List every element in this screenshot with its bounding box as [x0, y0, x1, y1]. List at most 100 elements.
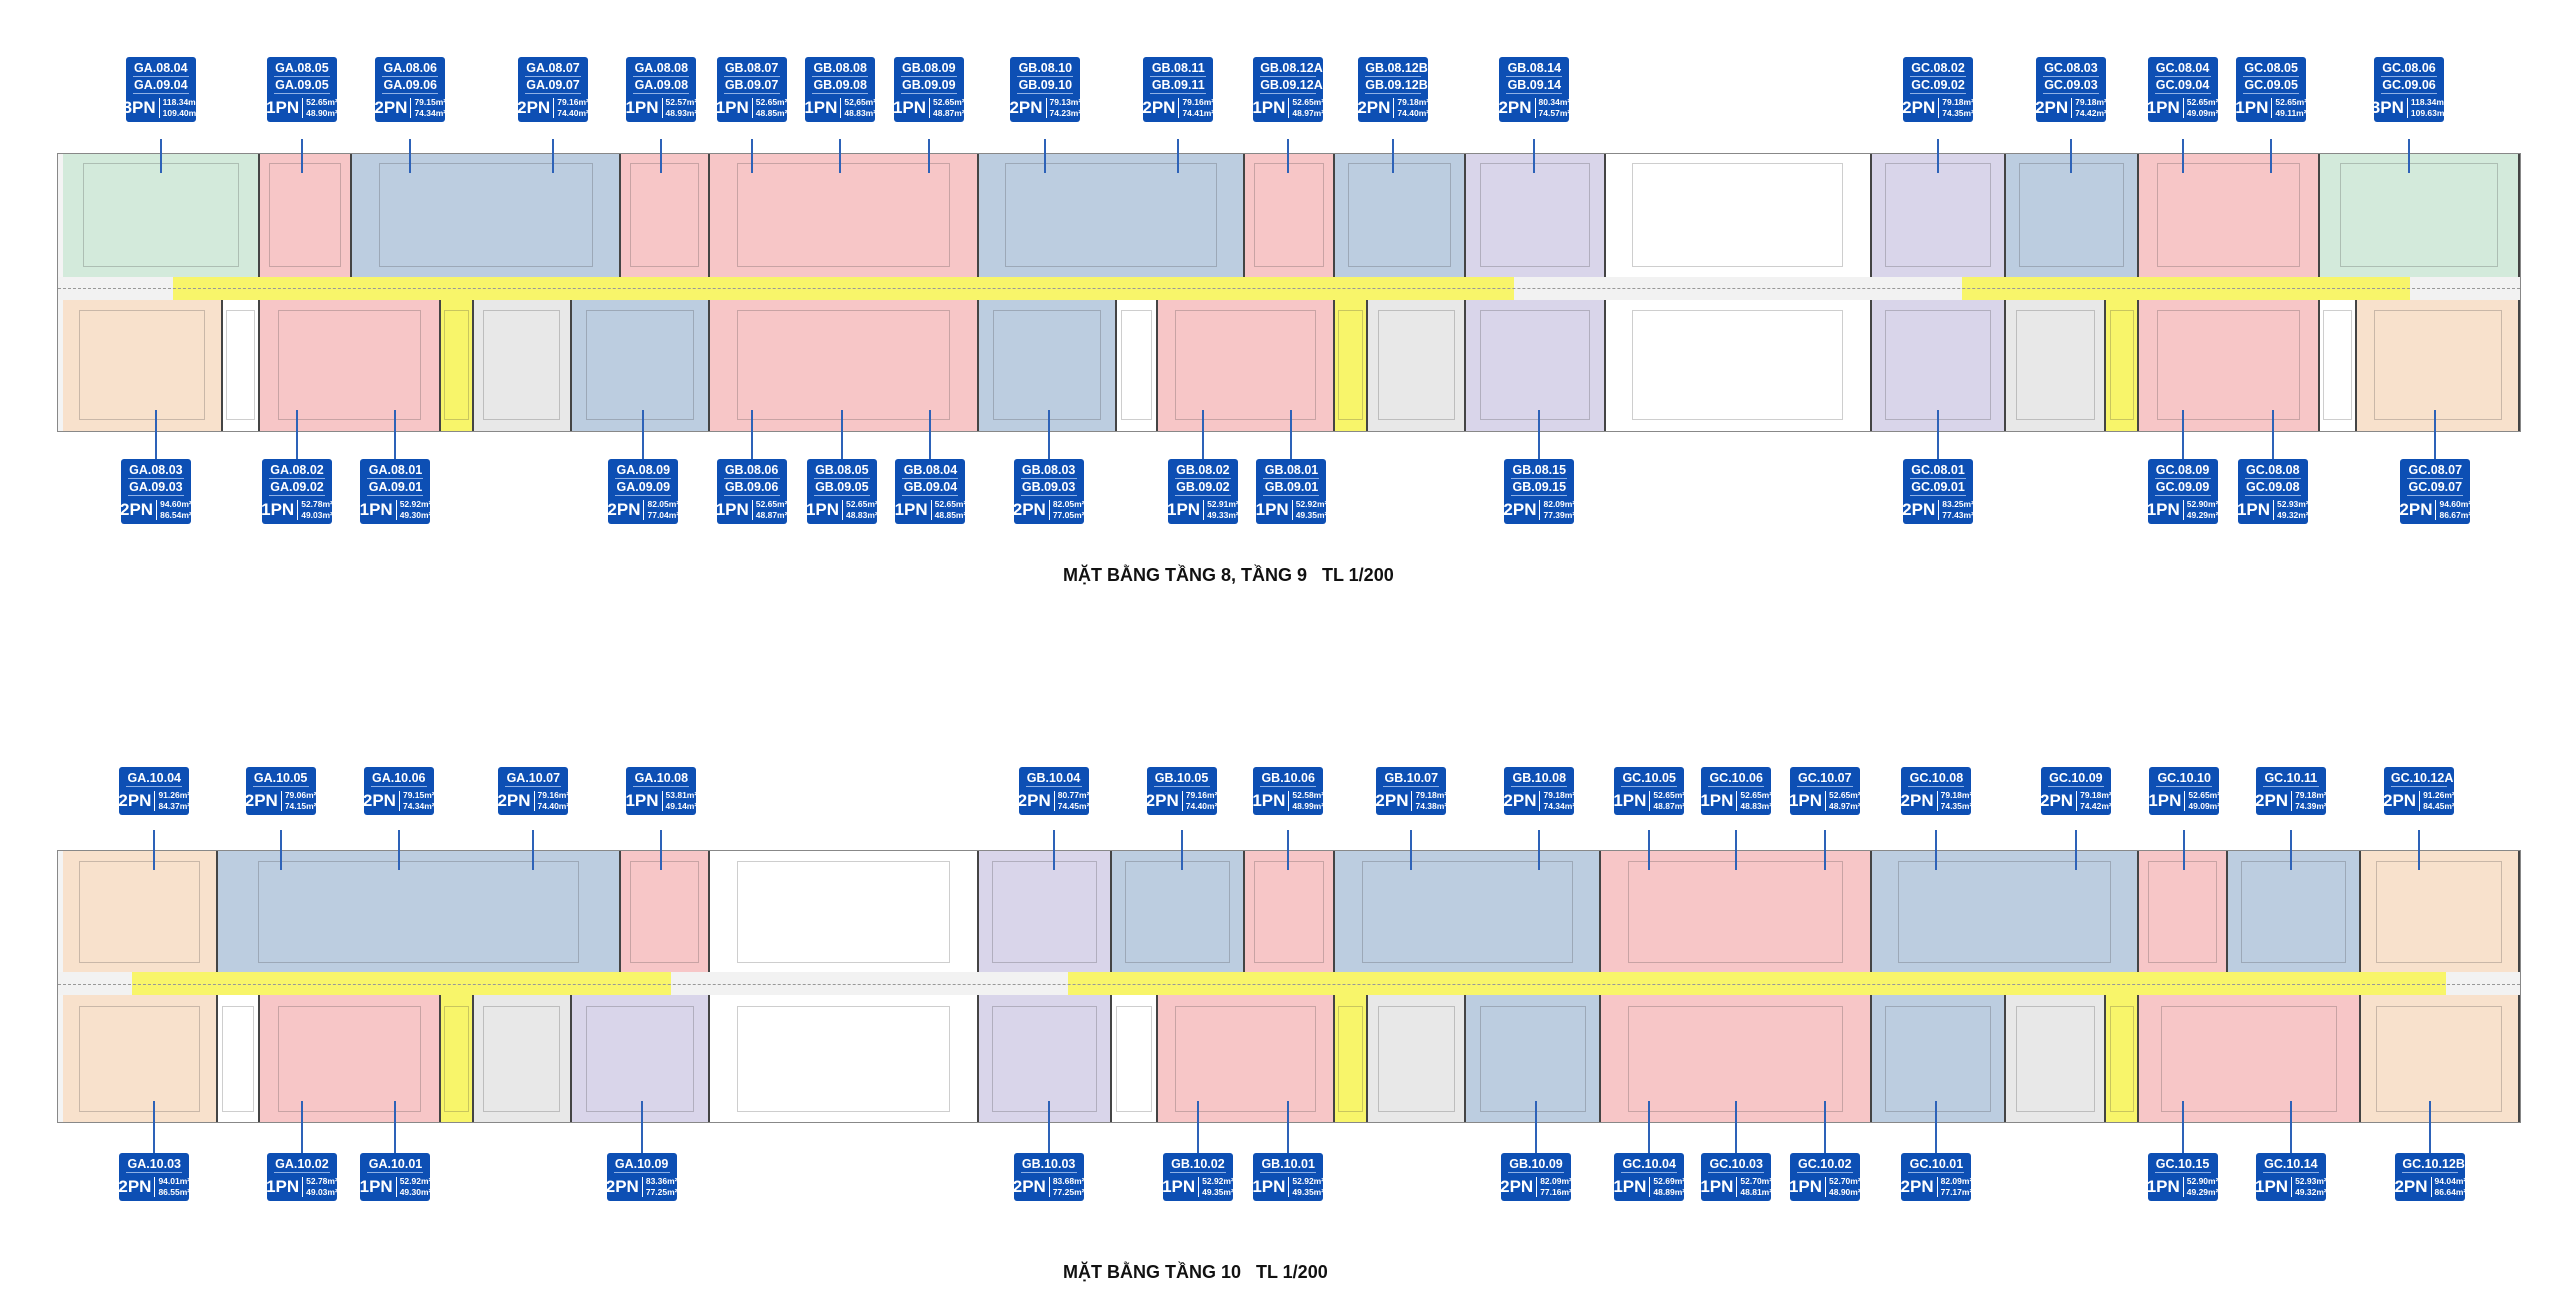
unit-label[interactable]: GA.10.05 2PN 79.06m² 74.15m² — [245, 767, 316, 815]
unit-label[interactable]: GA.08.07 GA.09.07 2PN 79.16m² 74.40m² — [517, 57, 589, 122]
unit-label[interactable]: GC.10.04 1PN 52.69m² 48.89m² — [1613, 1153, 1686, 1201]
unit-label[interactable]: GB.08.12A GB.09.12A 1PN 52.65m² 48.97m² — [1252, 57, 1325, 122]
unit-label[interactable]: GC.08.02 GC.09.02 2PN 79.18m² 74.35m² — [1902, 57, 1974, 122]
bedroom-type: 1PN — [1167, 500, 1205, 520]
corridor — [1067, 972, 2447, 996]
unit-label[interactable]: GC.10.11 2PN 79.18m² 74.39m² — [2255, 767, 2327, 815]
unit-label[interactable]: GB.10.07 2PN 79.18m² 74.38m² — [1375, 767, 1447, 815]
unit-label[interactable]: GB.08.06 GB.09.06 1PN 52.65m² 48.87m² — [716, 459, 787, 524]
net-area: 49.32m² — [2277, 510, 2309, 520]
unit-label[interactable]: GB.08.10 GB.09.10 2PN 79.13m² 74.23m² — [1009, 57, 1081, 122]
unit-label[interactable]: GB.08.11 GB.09.11 2PN 79.16m² 74.41m² — [1142, 57, 1214, 122]
unit-label[interactable]: GA.08.09 GA.09.09 2PN 82.05m² 77.04m² — [607, 459, 679, 524]
unit-label[interactable]: GB.08.02 GB.09.02 1PN 52.91m² 49.33m² — [1167, 459, 1239, 524]
unit-label[interactable]: GC.08.09 GC.09.09 1PN 52.90m² 49.29m² — [2147, 459, 2218, 524]
unit-label[interactable]: GA.08.02 GA.09.02 1PN 52.78m² 49.03m² — [261, 459, 333, 524]
unit-label[interactable]: GC.08.01 GC.09.01 2PN 83.25m² 77.43m² — [1902, 459, 1974, 524]
bedroom-type: 1PN — [2237, 500, 2275, 520]
unit-info: 2PN 79.18m² 74.40m² — [1357, 97, 1429, 119]
unit-label[interactable]: GC.08.03 GC.09.03 2PN 79.18m² 74.42m² — [2035, 57, 2107, 122]
floor-title: MẶT BẰNG TẦNG 8, TẦNG 9 TL 1/200 — [1063, 565, 1394, 585]
unit-code: GB.08.14 — [1506, 61, 1563, 77]
unit-label[interactable]: GB.10.09 2PN 82.09m² 77.16m² — [1500, 1153, 1572, 1201]
unit-code: GB.08.08 — [812, 61, 869, 77]
unit-areas: 52.91m² 49.33m² — [1204, 499, 1239, 521]
unit-label[interactable]: GC.10.09 2PN 79.18m² 74.42m² — [2040, 767, 2112, 815]
unit-label[interactable]: GA.10.03 2PN 94.01m² 86.55m² — [118, 1153, 190, 1201]
leader-line — [1287, 139, 1290, 173]
apartment-unit — [1466, 299, 1606, 431]
unit-label[interactable]: GC.08.08 GC.09.08 1PN 52.93m² 49.32m² — [2237, 459, 2309, 524]
leader-line — [552, 139, 555, 173]
unit-label[interactable]: GA.10.08 1PN 53.81m² 49.14m² — [625, 767, 697, 815]
unit-label[interactable]: GB.10.03 2PN 83.68m² 77.25m² — [1013, 1153, 1084, 1201]
unit-label[interactable]: GB.10.05 2PN 79.16m² 74.40m² — [1146, 767, 1217, 815]
unit-areas: 82.05m² 77.04m² — [644, 499, 679, 521]
unit-label[interactable]: GC.10.05 1PN 52.65m² 48.87m² — [1613, 767, 1685, 815]
unit-label[interactable]: GB.10.02 1PN 52.92m² 49.35m² — [1162, 1153, 1234, 1201]
unit-label[interactable]: GB.08.09 GB.09.09 1PN 52.65m² 48.87m² — [893, 57, 965, 122]
net-area: 48.81m² — [1740, 1187, 1773, 1197]
unit-label[interactable]: GB.08.01 GB.09.01 1PN 52.92m² 49.35m² — [1256, 459, 1327, 524]
leader-line — [153, 1100, 156, 1153]
unit-areas: 79.18m² 74.42m² — [2077, 790, 2112, 812]
unit-label[interactable]: GA.08.01 GA.09.01 1PN 52.92m² 49.30m² — [360, 459, 431, 524]
leader-line — [409, 139, 412, 173]
unit-code: GB.10.06 — [1260, 771, 1317, 787]
unit-label[interactable]: GB.08.08 GB.09.08 1PN 52,65m² 48.83m² — [804, 57, 876, 122]
core-area — [1367, 995, 1467, 1122]
unit-label[interactable]: GC.10.10 1PN 52.65m² 49.09m² — [2148, 767, 2220, 815]
unit-label[interactable]: GC.08.06 GC.09.06 3PN 118.34m² 109.63m² — [2371, 57, 2447, 122]
unit-label[interactable]: GC.10.08 2PN 79.18m² 74.35m² — [1901, 767, 1972, 815]
unit-label[interactable]: GC.08.05 GC.09.05 1PN 52.65m² 49.11m² — [2235, 57, 2307, 122]
unit-label[interactable]: GC.10.02 1PN 52.70m² 48.90m² — [1789, 1153, 1861, 1201]
unit-label[interactable]: GC.10.07 1PN 52.65m² 48.97m² — [1789, 767, 1861, 815]
unit-label[interactable]: GA.08.08 GA.09.08 1PN 52.57m² 48.93m² — [625, 57, 697, 122]
unit-info: 2PN 82.05m² 77.05m² — [1013, 499, 1084, 521]
unit-label[interactable]: GA.10.04 2PN 91.26m² 84.37m² — [118, 767, 190, 815]
unit-label[interactable]: GC.08.04 GC.09.04 1PN 52.65m² 49.09m² — [2147, 57, 2218, 122]
net-area: 84.45m² — [2423, 801, 2455, 811]
unit-label[interactable]: GB.08.04 GB.09.04 1PN 52.65m² 48.85m² — [895, 459, 966, 524]
unit-areas: 52.70m² 48.90m² — [1826, 1176, 1861, 1198]
unit-label[interactable]: GB.08.12B GB.09.12B 2PN 79.18m² 74.40m² — [1357, 57, 1429, 122]
unit-label[interactable]: GA.08.04 GA.09.04 3PN 118.34m² 109.40m² — [123, 57, 199, 122]
unit-label[interactable]: GB.10.08 2PN 79.18m² 74.34m² — [1503, 767, 1575, 815]
unit-label[interactable]: GA.08.03 GA.09.03 2PN 94.60m² 86.54m² — [120, 459, 192, 524]
unit-label[interactable]: GB.08.03 GB.09.03 2PN 82.05m² 77.05m² — [1013, 459, 1084, 524]
unit-label[interactable]: GA.08.06 GA.09.06 2PN 79.15m² 74.34m² — [374, 57, 446, 122]
unit-label[interactable]: GC.10.12B 2PN 94.04m² 86.64m² — [2394, 1153, 2466, 1201]
gross-area: 91.26m² — [2423, 790, 2455, 800]
bedroom-type: 1PN — [1613, 1177, 1651, 1197]
unit-label[interactable]: GB.08.15 GB.09.15 2PN 82.09m² 77.39m² — [1503, 459, 1575, 524]
unit-label[interactable]: GC.10.14 1PN 52.93m² 49.32m² — [2255, 1153, 2327, 1201]
unit-label[interactable]: GA.10.09 2PN 83.36m² 77.25m² — [606, 1153, 678, 1201]
unit-label[interactable]: GB.10.04 2PN 80.77m² 74.45m² — [1018, 767, 1090, 815]
unit-label[interactable]: GC.10.15 1PN 52.90m² 49.29m² — [2147, 1153, 2218, 1201]
leader-line — [1196, 1100, 1199, 1153]
unit-label[interactable]: GC.08.07 GC.09.07 2PN 94.60m² 86.67m² — [2399, 459, 2471, 524]
unit-code: GB.09.04 — [902, 480, 959, 496]
bedroom-type: 1PN — [1789, 1177, 1827, 1197]
unit-label[interactable]: GB.08.07 GB.09.07 1PN 52.65m² 48.85m² — [716, 57, 787, 122]
unit-areas: 80.77m² 74.45m² — [1055, 790, 1090, 812]
leader-line — [1937, 409, 1940, 459]
unit-label[interactable]: GC.10.01 2PN 82.09m² 77.17m² — [1901, 1153, 1972, 1201]
unit-label[interactable]: GC.10.03 1PN 52.70m² 48.81m² — [1700, 1153, 1773, 1201]
unit-label[interactable]: GA.10.07 2PN 79.16m² 74.40m² — [497, 767, 569, 815]
unit-label[interactable]: GC.10.12A 2PN 91.26m² 84.45m² — [2383, 767, 2455, 815]
unit-label[interactable]: GB.10.06 1PN 52.58m² 48.99m² — [1252, 767, 1324, 815]
unit-label[interactable]: GA.10.06 2PN 79.15m² 74.34m² — [363, 767, 435, 815]
net-area: 48.89m² — [1653, 1187, 1686, 1197]
unit-label[interactable]: GB.08.14 GB.09.14 2PN 80.34m² 74.57m² — [1498, 57, 1570, 122]
unit-label[interactable]: GB.08.05 GB.09.05 1PN 52.65m² 48.83m² — [806, 459, 878, 524]
unit-label[interactable]: GB.10.01 1PN 52.92m² 49.35m² — [1252, 1153, 1324, 1201]
unit-code: GC.08.06 — [2381, 61, 2438, 77]
net-area: 48.97m² — [1292, 108, 1325, 118]
unit-label[interactable]: GA.08.05 GA.09.05 1PN 52.65m² 48.90m² — [266, 57, 338, 122]
gross-area: 79.18m² — [2075, 97, 2107, 107]
unit-areas: 52.92m² 49.35m² — [1199, 1176, 1234, 1198]
unit-label[interactable]: GC.10.06 1PN 52.65m² 48.83m² — [1700, 767, 1772, 815]
unit-label[interactable]: GA.10.01 1PN 52.92m² 49.30m² — [360, 1153, 431, 1201]
unit-label[interactable]: GA.10.02 1PN 52.78m² 49.03m² — [266, 1153, 338, 1201]
